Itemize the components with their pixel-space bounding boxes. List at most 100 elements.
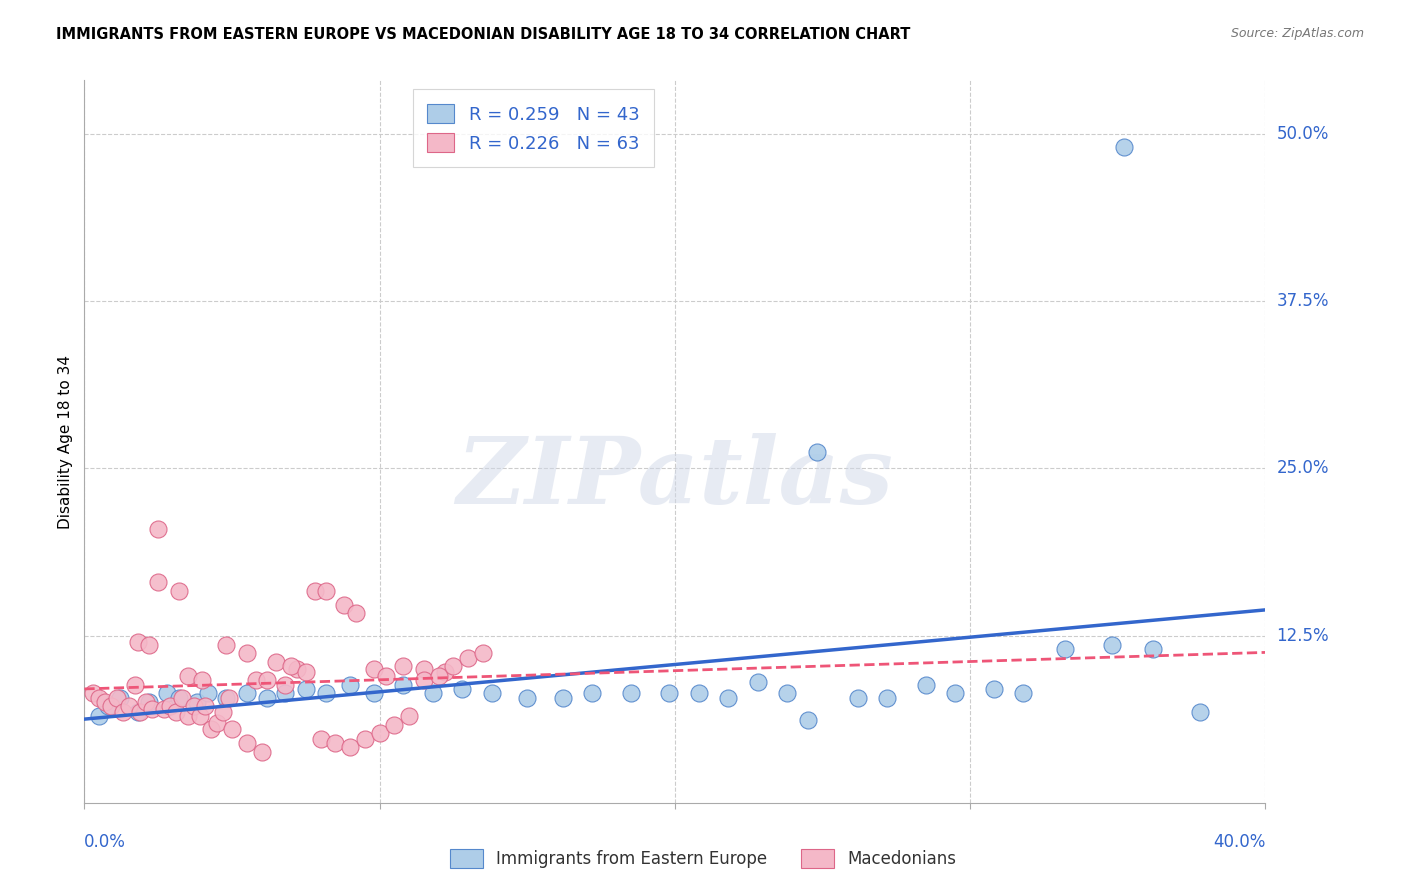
Point xyxy=(218,691,240,706)
Text: IMMIGRANTS FROM EASTERN EUROPE VS MACEDONIAN DISABILITY AGE 18 TO 34 CORRELATION: IMMIGRANTS FROM EASTERN EUROPE VS MACEDO… xyxy=(56,27,911,42)
Point xyxy=(472,646,495,660)
Point xyxy=(797,713,820,727)
Point xyxy=(148,521,170,535)
Point xyxy=(118,699,141,714)
Point xyxy=(274,678,297,692)
Point xyxy=(363,662,385,676)
Point xyxy=(177,669,200,683)
Point xyxy=(315,686,337,700)
Point xyxy=(188,708,211,723)
Point xyxy=(339,678,361,692)
Point xyxy=(516,691,538,706)
Point xyxy=(256,673,278,687)
Text: 50.0%: 50.0% xyxy=(1277,125,1329,143)
Point xyxy=(170,691,193,706)
Point xyxy=(368,726,391,740)
Text: 0.0%: 0.0% xyxy=(84,833,127,851)
Point xyxy=(427,669,450,683)
Point xyxy=(215,638,238,652)
Point xyxy=(551,691,574,706)
Point xyxy=(422,686,444,700)
Point xyxy=(127,705,149,719)
Point xyxy=(100,699,122,714)
Point xyxy=(451,681,474,696)
Point xyxy=(127,635,149,649)
Point xyxy=(94,696,117,710)
Point xyxy=(776,686,799,700)
Point xyxy=(315,584,337,599)
Point xyxy=(285,662,308,676)
Point xyxy=(945,686,967,700)
Point xyxy=(344,606,367,620)
Legend: R = 0.259   N = 43, R = 0.226   N = 63: R = 0.259 N = 43, R = 0.226 N = 63 xyxy=(412,89,654,167)
Point xyxy=(266,655,288,669)
Point xyxy=(148,575,170,590)
Point xyxy=(304,584,326,599)
Point xyxy=(295,681,318,696)
Text: 12.5%: 12.5% xyxy=(1277,626,1329,645)
Point xyxy=(309,731,332,746)
Point xyxy=(191,673,214,687)
Point xyxy=(105,691,128,706)
Y-axis label: Disability Age 18 to 34: Disability Age 18 to 34 xyxy=(58,354,73,529)
Text: 37.5%: 37.5% xyxy=(1277,292,1329,310)
Point xyxy=(481,686,503,700)
Point xyxy=(382,718,406,732)
Point xyxy=(197,686,219,700)
Point xyxy=(658,686,681,700)
Point xyxy=(1053,642,1076,657)
Point xyxy=(620,686,643,700)
Point xyxy=(135,696,157,710)
Point xyxy=(295,665,318,679)
Point xyxy=(108,691,131,706)
Point xyxy=(236,646,259,660)
Text: ZIPatlas: ZIPatlas xyxy=(457,433,893,523)
Point xyxy=(398,708,420,723)
Point xyxy=(200,723,222,737)
Point xyxy=(156,686,179,700)
Point xyxy=(717,691,740,706)
Point xyxy=(339,739,361,754)
Legend: Immigrants from Eastern Europe, Macedonians: Immigrants from Eastern Europe, Macedoni… xyxy=(443,843,963,875)
Point xyxy=(413,673,436,687)
Point xyxy=(87,691,111,706)
Point xyxy=(215,691,238,706)
Point xyxy=(876,691,898,706)
Point xyxy=(212,705,235,719)
Point xyxy=(194,699,217,714)
Point xyxy=(983,681,1005,696)
Point xyxy=(129,705,152,719)
Point xyxy=(806,445,828,459)
Point xyxy=(256,691,278,706)
Point xyxy=(245,673,267,687)
Point xyxy=(333,598,356,612)
Point xyxy=(846,691,869,706)
Point xyxy=(159,699,181,714)
Point xyxy=(153,702,176,716)
Point xyxy=(274,686,297,700)
Point xyxy=(1142,642,1164,657)
Point xyxy=(392,678,415,692)
Point xyxy=(747,675,769,690)
Point xyxy=(443,659,465,673)
Text: 25.0%: 25.0% xyxy=(1277,459,1329,477)
Point xyxy=(167,584,190,599)
Point xyxy=(221,723,243,737)
Point xyxy=(1012,686,1035,700)
Point xyxy=(207,715,229,730)
Text: 40.0%: 40.0% xyxy=(1213,833,1265,851)
Point xyxy=(250,745,273,759)
Point xyxy=(392,659,415,673)
Text: Source: ZipAtlas.com: Source: ZipAtlas.com xyxy=(1230,27,1364,40)
Point xyxy=(138,638,160,652)
Point xyxy=(97,699,120,714)
Point xyxy=(167,691,190,706)
Point xyxy=(82,686,104,700)
Point xyxy=(457,651,479,665)
Point xyxy=(915,678,938,692)
Point xyxy=(165,705,187,719)
Point xyxy=(374,669,396,683)
Point xyxy=(186,696,208,710)
Point xyxy=(236,735,259,749)
Point xyxy=(354,731,377,746)
